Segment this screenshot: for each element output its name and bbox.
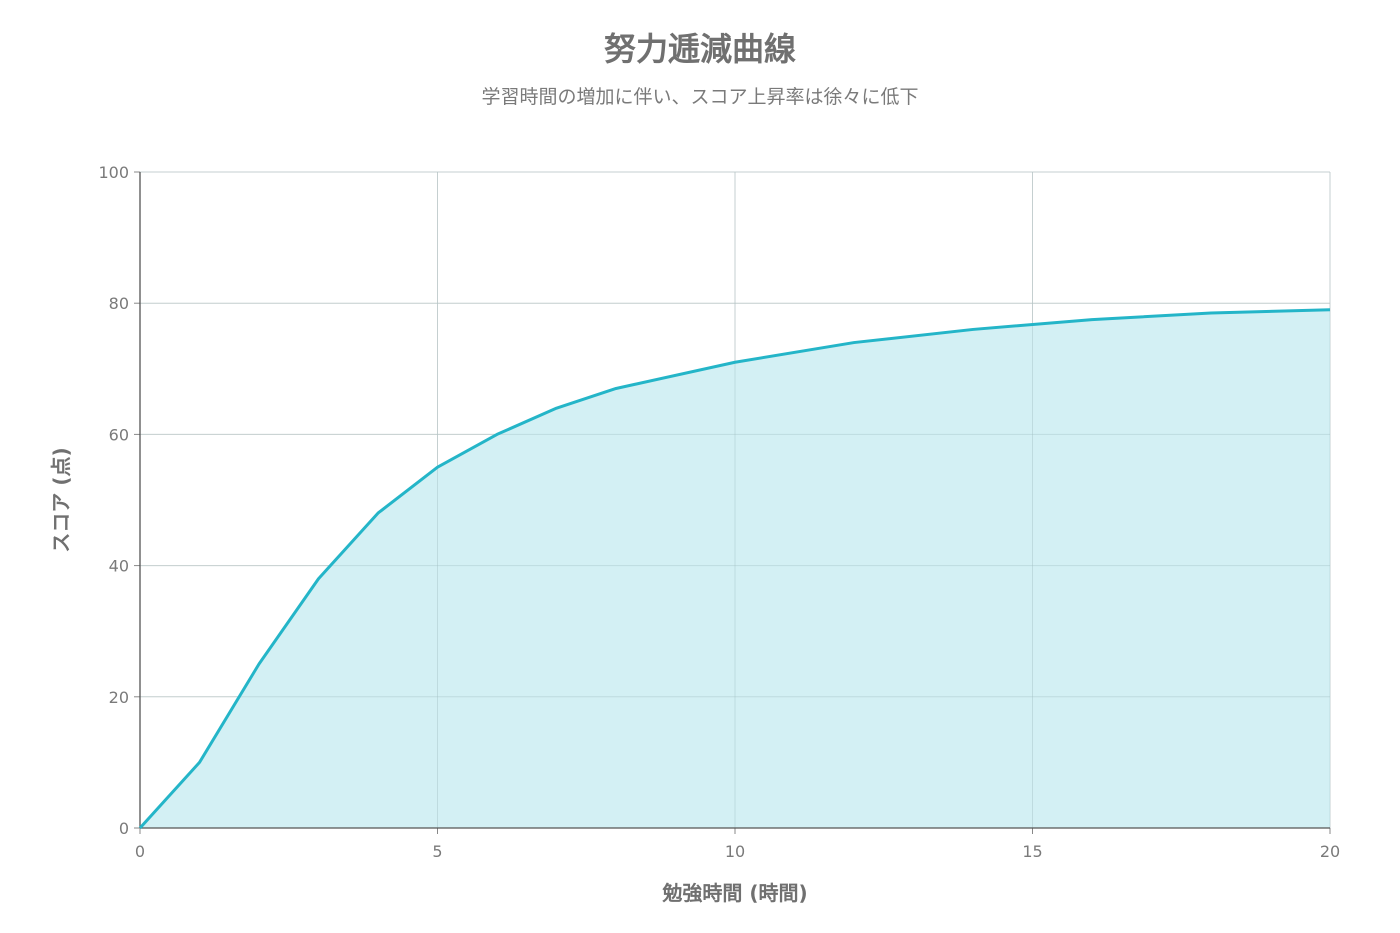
chart-title: 努力逓減曲線 — [603, 30, 796, 68]
area-fill-layer — [140, 309, 1330, 828]
x-axis-title: 勉強時間 (時間) — [661, 881, 807, 905]
chart-subtitle: 学習時間の増加に伴い、スコア上昇率は徐々に低下 — [481, 86, 919, 108]
x-tick-label: 15 — [1022, 842, 1042, 861]
series-line — [138, 308, 1331, 830]
x-tick-label: 5 — [432, 842, 442, 861]
grid-lines-overlay — [140, 171, 1331, 828]
y-tick-label: 20 — [109, 688, 129, 707]
y-tick-label: 100 — [98, 163, 129, 182]
y-tick-label: 60 — [109, 425, 129, 444]
series-line-layer — [138, 308, 1331, 830]
y-tick-label: 80 — [109, 294, 129, 313]
x-tick-label: 0 — [135, 842, 145, 861]
x-tick-label: 20 — [1320, 842, 1340, 861]
series-area — [140, 309, 1330, 828]
x-tick-label: 10 — [725, 842, 745, 861]
y-tick-label: 40 — [109, 557, 129, 576]
y-axis-title: スコア (点) — [49, 447, 73, 552]
tick-labels: 0 20 40 60 80 100 0 5 10 15 20 — [98, 163, 1340, 861]
axes — [134, 171, 1331, 834]
y-tick-label: 0 — [119, 819, 129, 838]
